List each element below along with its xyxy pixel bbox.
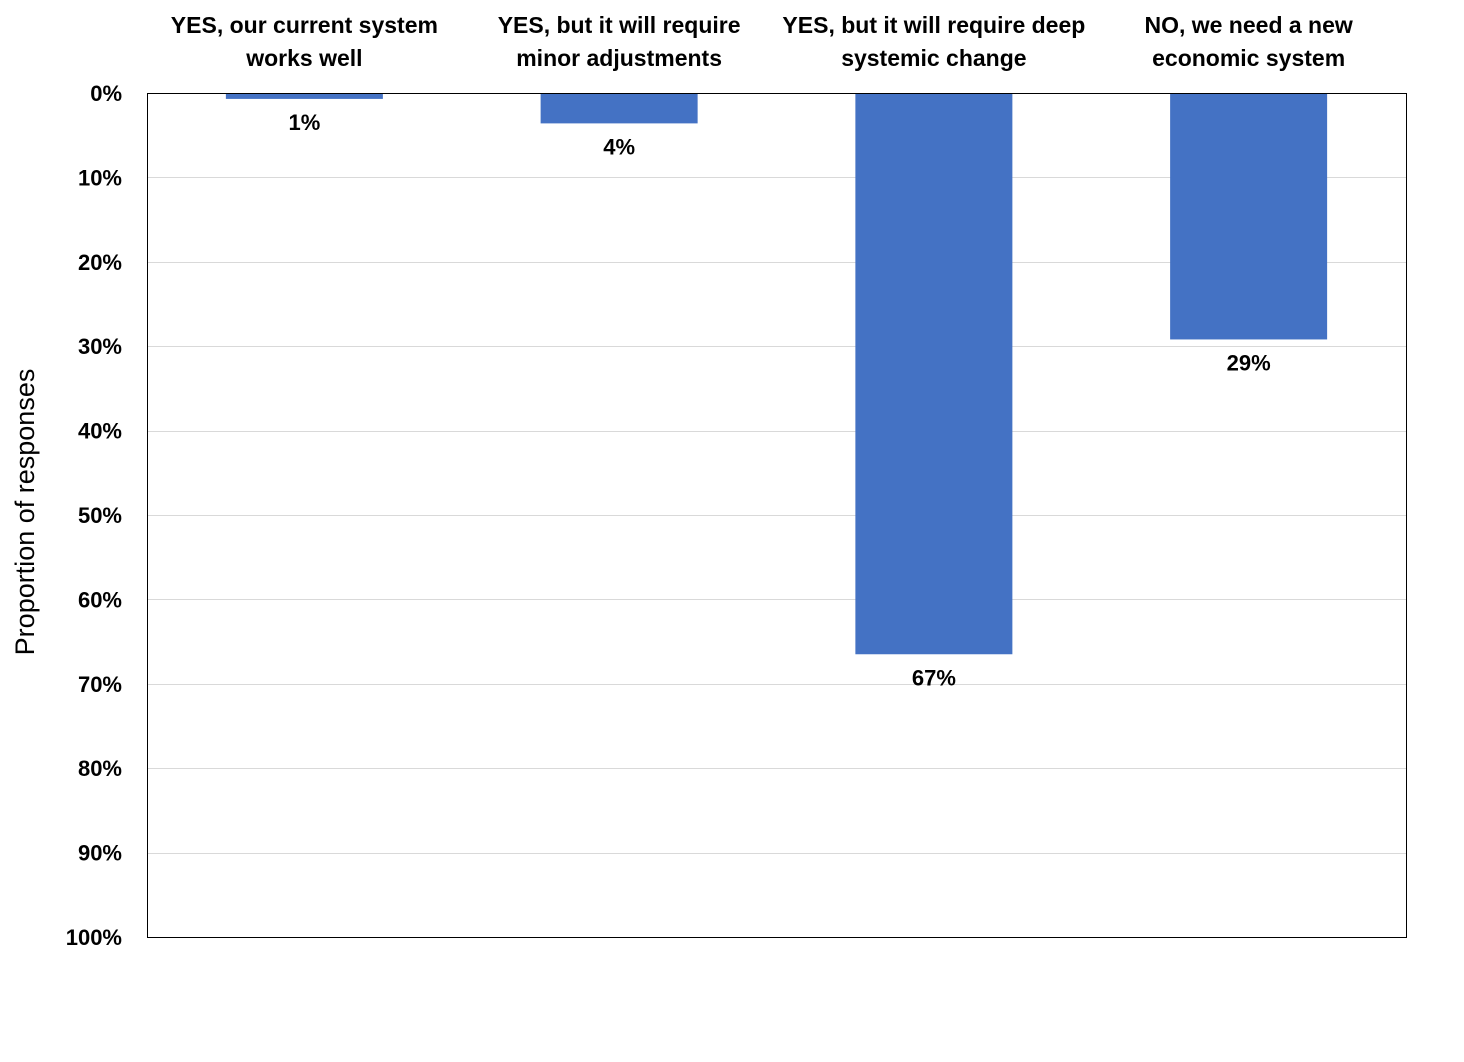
plot-area-frame (147, 93, 1407, 938)
bar (855, 93, 1013, 655)
y-tick-label: 80% (78, 756, 122, 781)
bar (1170, 93, 1328, 340)
y-tick-label: 90% (78, 841, 122, 866)
data-label: 67% (912, 665, 956, 690)
y-tick-label: 70% (78, 672, 122, 697)
data-labels: 1% 4% 67% 29% (288, 110, 1270, 690)
bars (225, 93, 1328, 655)
data-label: 29% (1227, 350, 1271, 375)
category-label: NO, we need a new (1144, 12, 1352, 38)
category-label: YES, our current system (171, 12, 438, 38)
category-label: systemic change (841, 45, 1026, 71)
bar (540, 93, 698, 124)
y-tick-label: 0% (90, 81, 122, 106)
y-tick-label: 60% (78, 587, 122, 612)
bar (225, 93, 383, 99)
y-tick-label: 30% (78, 334, 122, 359)
category-label: YES, but it will require (498, 12, 741, 38)
y-tick-label: 100% (66, 925, 122, 950)
category-label: YES, but it will require deep (782, 12, 1085, 38)
data-label: 1% (288, 110, 320, 135)
y-tick-label: 20% (78, 250, 122, 275)
data-label: 4% (603, 134, 635, 159)
category-labels: YES, our current system works well YES, bu… (171, 12, 1353, 71)
y-axis-ticks: 0% 10% 20% 30% 40% 50% 60% 70% 80% 90% 100% (66, 81, 122, 950)
category-label: economic system (1152, 45, 1345, 71)
category-label: works well (245, 45, 362, 71)
category-label: minor adjustments (516, 45, 722, 71)
y-axis-title: Proportion of responses (10, 369, 40, 656)
y-tick-label: 50% (78, 503, 122, 528)
y-tick-label: 40% (78, 419, 122, 444)
y-tick-label: 10% (78, 165, 122, 190)
